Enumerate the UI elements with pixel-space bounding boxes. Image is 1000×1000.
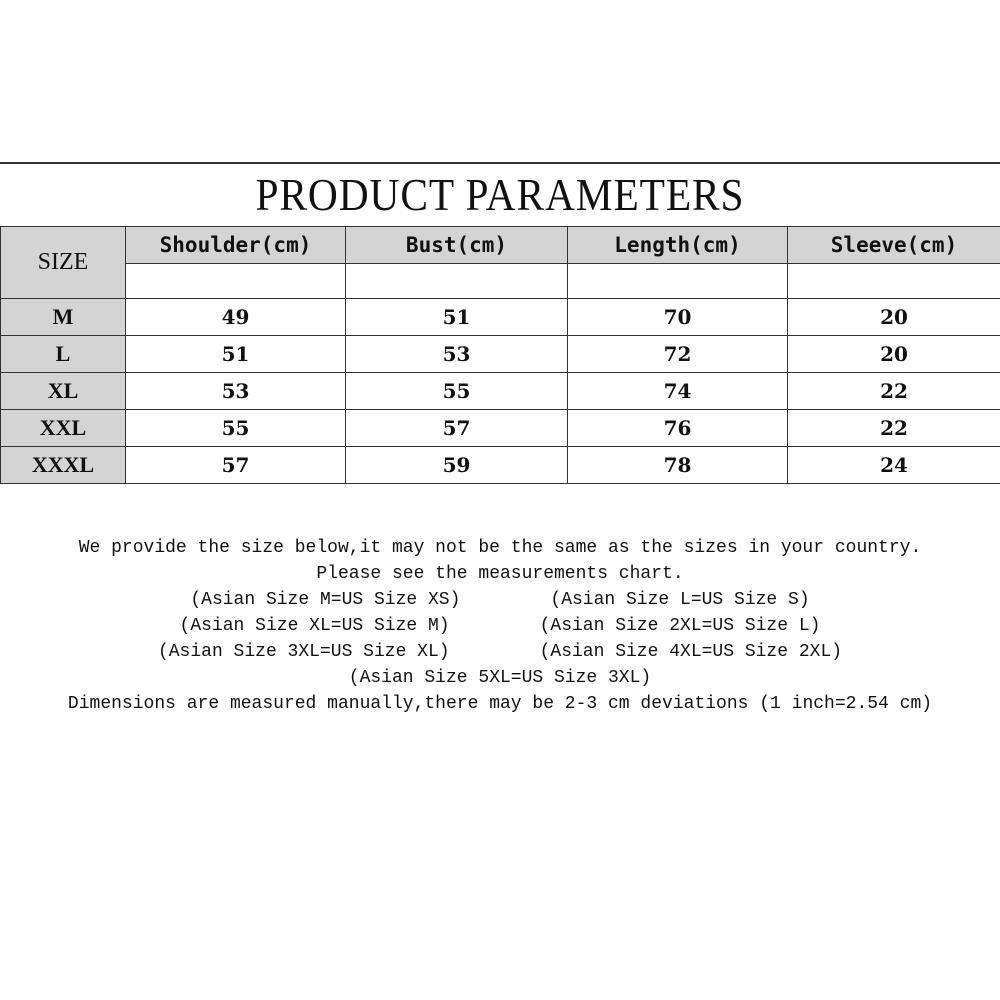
deviation-note: Dimensions are measured manually,there m… (67, 694, 933, 714)
conversion-note: (Asian Size XL=US Size M) (179, 616, 450, 636)
note-line-2: Please see the measurements chart. (316, 564, 684, 584)
value-cell: 70 (567, 298, 788, 336)
value-cell: 24 (787, 446, 1000, 484)
conversion-note: (Asian Size L=US Size S) (550, 590, 810, 610)
conversion-note: (Asian Size 2XL=US Size L) (539, 616, 821, 636)
value-cell: 55 (345, 372, 568, 410)
conversion-note: (Asian Size 5XL=US Size 3XL) (348, 668, 652, 688)
blank-cell (787, 263, 1000, 299)
value-cell: 49 (125, 298, 346, 336)
size-header: SIZE (0, 226, 126, 299)
table-row: L 51 53 72 20 (0, 335, 1000, 373)
value-cell: 74 (567, 372, 788, 410)
size-table: SIZE Shoulder(cm) Bust(cm) Length(cm) Sl… (0, 226, 1000, 484)
top-divider (0, 162, 1000, 164)
page-title: PRODUCT PARAMETERS (255, 169, 745, 220)
value-cell: 57 (125, 446, 346, 484)
header-bust: Bust(cm) (345, 226, 568, 264)
note-pair: (Asian Size M=US Size XS) (Asian Size L=U… (0, 587, 1000, 613)
header-row: SIZE Shoulder(cm) Bust(cm) Length(cm) Sl… (0, 226, 1000, 299)
value-cell: 51 (125, 335, 346, 373)
value-cell: 53 (345, 335, 568, 373)
value-cell: 76 (567, 409, 788, 447)
blank-cell (345, 263, 568, 299)
value-cell: 72 (567, 335, 788, 373)
size-cell: XXL (0, 409, 126, 447)
size-notes: We provide the size below,it may not be … (0, 535, 1000, 717)
conversion-note: (Asian Size 3XL=US Size XL) (157, 642, 450, 662)
value-cell: 78 (567, 446, 788, 484)
size-cell: L (0, 335, 126, 373)
value-cell: 57 (345, 409, 568, 447)
conversion-note: (Asian Size 4XL=US Size 2XL) (539, 642, 843, 662)
note-pair: (Asian Size XL=US Size M) (Asian Size 2XL… (0, 613, 1000, 639)
value-cell: 51 (345, 298, 568, 336)
table-row: XXL 55 57 76 22 (0, 409, 1000, 447)
value-cell: 59 (345, 446, 568, 484)
note-pair: (Asian Size 3XL=US Size XL) (Asian Size 4… (0, 639, 1000, 665)
header-length: Length(cm) (567, 226, 788, 264)
size-cell: XXXL (0, 446, 126, 484)
table-row: XXXL 57 59 78 24 (0, 446, 1000, 484)
value-cell: 20 (787, 298, 1000, 336)
header-shoulder: Shoulder(cm) (125, 226, 346, 264)
value-cell: 53 (125, 372, 346, 410)
value-cell: 22 (787, 409, 1000, 447)
blank-row (1, 263, 1000, 299)
value-cell: 20 (787, 335, 1000, 373)
conversion-note: (Asian Size M=US Size XS) (190, 590, 461, 610)
blank-cell (125, 263, 346, 299)
size-cell: XL (0, 372, 126, 410)
value-cell: 22 (787, 372, 1000, 410)
header-sleeve: Sleeve(cm) (787, 226, 1000, 264)
table-row: M 49 51 70 20 (0, 298, 1000, 336)
size-cell: M (0, 298, 126, 336)
blank-cell (567, 263, 788, 299)
note-line-1: We provide the size below,it may not be … (78, 538, 922, 558)
table-row: XL 53 55 74 22 (0, 372, 1000, 410)
value-cell: 55 (125, 409, 346, 447)
